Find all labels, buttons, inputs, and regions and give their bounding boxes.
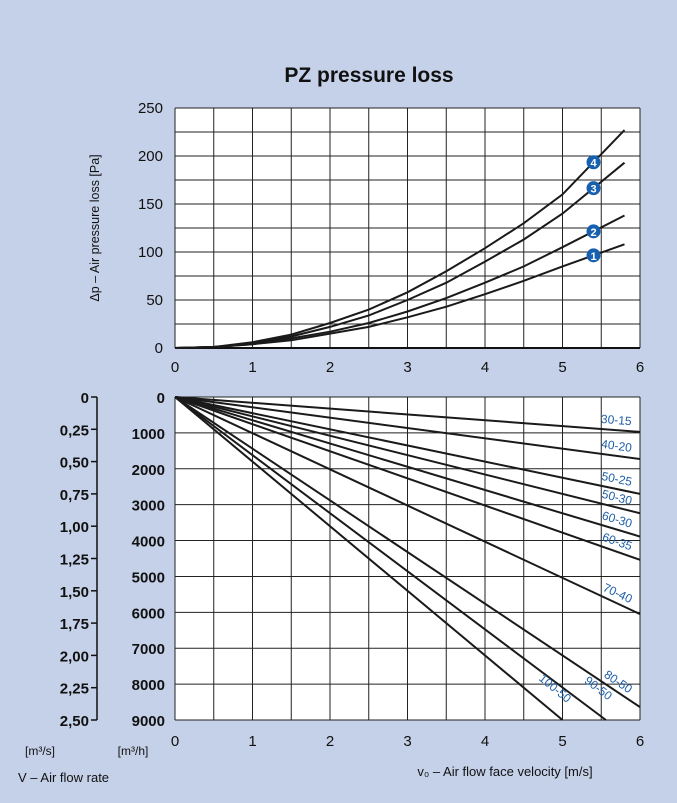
bottom-series-line-60-35	[174, 396, 641, 561]
flow-rate-title: V – Air flow rate	[18, 770, 109, 785]
series-marker-circle	[586, 155, 601, 170]
series-marker-circle	[586, 248, 601, 263]
series-marker-number: 3	[590, 184, 596, 196]
top-gridlines	[174, 107, 641, 349]
top-x-tick-label: 6	[636, 359, 644, 376]
flow-m3s-tick-label: 0	[81, 390, 89, 407]
top-y-axis-title: Δp – Air pressure loss [Pa]	[88, 154, 102, 301]
flow-m3s-tick-label: 1,50	[60, 584, 89, 601]
flow-m3s-tick-label: 2,25	[60, 681, 89, 698]
bottom-series-line-100-50	[174, 396, 564, 721]
series-marker-number: 2	[590, 227, 596, 239]
flow-m3s-tick-label: 0,25	[60, 422, 89, 439]
bottom-x-tick-label: 5	[558, 733, 566, 750]
top-x-tick-label: 3	[403, 359, 411, 376]
bottom-series-lines: 30-1540-2050-2550-3060-3060-3570-4080-50…	[174, 396, 641, 721]
top-x-tick-label: 0	[171, 359, 179, 376]
bottom-series-line-30-15	[174, 396, 641, 433]
bottom-y-tick-label: 9000	[132, 713, 165, 730]
bottom-y-tick-label: 0	[157, 390, 165, 407]
top-series-line-4	[174, 129, 626, 349]
flow-m3s-tick-label: 0,75	[60, 487, 89, 504]
series-label-40-20: 40-20	[600, 437, 633, 455]
bottom-series-line-70-40	[174, 396, 641, 615]
flow-m3s-tick-label: 0,50	[60, 455, 89, 472]
bottom-y-tick-label: 3000	[132, 498, 165, 515]
bottom-x-tick-label: 3	[403, 733, 411, 750]
top-y-tick-label: 250	[138, 100, 163, 117]
top-x-tick-label: 1	[248, 359, 256, 376]
bottom-series-line-90-50	[174, 396, 607, 721]
bottom-x-tick-label: 6	[636, 733, 644, 750]
top-series-lines: 1 2 3 4	[174, 129, 626, 349]
bottom-y-tick-label: 5000	[132, 569, 165, 586]
bottom-y-tick-label: 2000	[132, 462, 165, 479]
bottom-y-tick-label: 7000	[132, 641, 165, 658]
series-marker-circle	[586, 181, 601, 196]
top-x-tick-label: 2	[326, 359, 334, 376]
bottom-series-line-50-25	[174, 396, 641, 495]
top-x-tick-label: 5	[558, 359, 566, 376]
flow-unit-m3s: [m³/s]	[25, 744, 55, 758]
series-label-50-25: 50-25	[600, 469, 633, 489]
chart-title: PZ pressure loss	[284, 64, 453, 87]
bottom-x-tick-label: 1	[248, 733, 256, 750]
top-y-tick-label: 150	[138, 196, 163, 213]
bottom-x-tick-label: 2	[326, 733, 334, 750]
bottom-series-line-40-20	[174, 396, 641, 461]
top-y-tick-label: 100	[138, 244, 163, 261]
flow-unit-m3h: [m³/h]	[118, 744, 149, 758]
bottom-y-tick-label: 6000	[132, 605, 165, 622]
top-y-tick-label: 0	[155, 340, 163, 357]
series-marker-2: 2	[586, 224, 601, 239]
flow-m3s-tick-label: 2,50	[60, 713, 89, 730]
top-y-tick-label: 200	[138, 148, 163, 165]
series-marker-number: 1	[590, 251, 596, 263]
bottom-y-tick-label: 1000	[132, 426, 165, 443]
bottom-x-tick-label: 4	[481, 733, 489, 750]
bottom-series-line-60-30	[174, 396, 641, 538]
flow-m3s-tick-label: 1,25	[60, 552, 89, 569]
bottom-x-axis-title: v₀ – Air flow face velocity [m/s]	[417, 764, 592, 779]
flow-m3s-tick-label: 1,75	[60, 616, 89, 633]
series-marker-1: 1	[586, 248, 601, 263]
series-marker-circle	[586, 224, 601, 239]
top-x-tick-label: 4	[481, 359, 489, 376]
bottom-x-tick-label: 0	[171, 733, 179, 750]
top-y-tick-label: 50	[146, 292, 163, 309]
bottom-series-line-80-50	[174, 396, 641, 708]
series-marker-number: 4	[590, 158, 597, 170]
bottom-y-tick-label: 8000	[132, 677, 165, 694]
bottom-series-line-50-30	[174, 396, 641, 515]
flow-m3s-tick-label: 1,00	[60, 519, 89, 536]
flow-m3s-tick-label: 2,00	[60, 648, 89, 665]
series-marker-3: 3	[586, 181, 601, 196]
series-label-30-15: 30-15	[600, 412, 632, 428]
bottom-y-tick-label: 4000	[132, 534, 165, 551]
series-marker-4: 4	[586, 155, 601, 170]
